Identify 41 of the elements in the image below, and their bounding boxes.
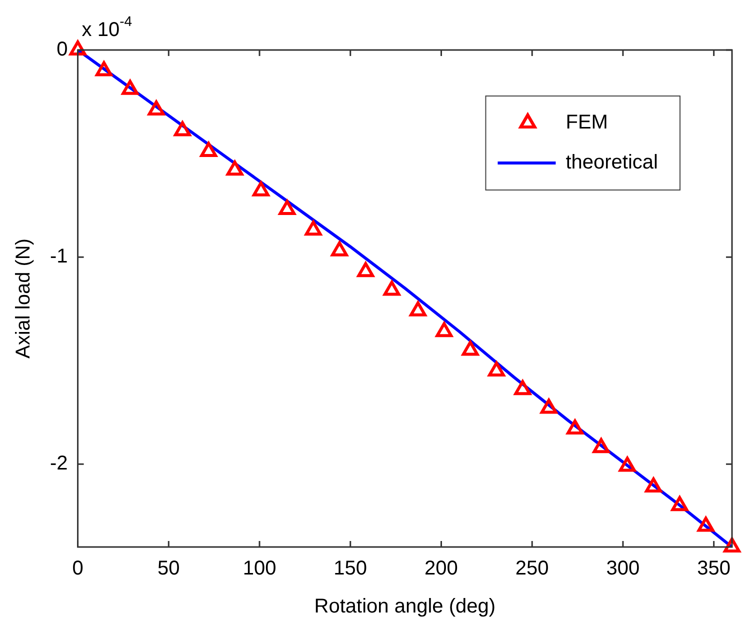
point: [410, 301, 426, 316]
legend-label: theoretical: [566, 152, 658, 174]
point: [566, 419, 584, 434]
point: [724, 538, 740, 552]
point: [278, 200, 296, 215]
point: [69, 40, 86, 56]
x-tick-label: 250: [515, 558, 549, 580]
point: [436, 322, 453, 338]
y-tick-label: 0: [56, 38, 68, 61]
x-tick-label: 50: [158, 558, 180, 580]
point: [357, 262, 374, 278]
point: [697, 516, 714, 532]
point: [592, 438, 610, 454]
point: [618, 456, 636, 472]
point: [174, 121, 191, 136]
point: [331, 241, 348, 256]
y-axis-title: Axial load (N): [12, 238, 35, 359]
x-tick-label: 100: [242, 558, 276, 580]
x-tick-label: 0: [72, 558, 84, 580]
point: [304, 220, 322, 236]
point: [122, 80, 139, 95]
legend-label: FEM: [566, 112, 608, 134]
x-tick-label: 350: [697, 558, 731, 580]
point: [462, 340, 479, 356]
point: [200, 142, 218, 157]
point: [540, 398, 558, 414]
point: [671, 496, 688, 512]
point: [148, 100, 165, 116]
point: [514, 380, 532, 396]
point: [96, 61, 112, 76]
x-tick-label: 300: [606, 558, 640, 580]
point: [645, 477, 662, 492]
y-tick-label: -2: [50, 452, 68, 475]
point: [383, 280, 400, 296]
point: [252, 181, 270, 196]
x-axis-title: Rotation angle (deg): [314, 596, 496, 618]
x-tick-label: 150: [334, 558, 368, 580]
x-tick-label: 200: [424, 558, 458, 580]
point: [226, 160, 244, 176]
y-tick-label: -1: [50, 246, 68, 268]
point: [488, 361, 505, 376]
